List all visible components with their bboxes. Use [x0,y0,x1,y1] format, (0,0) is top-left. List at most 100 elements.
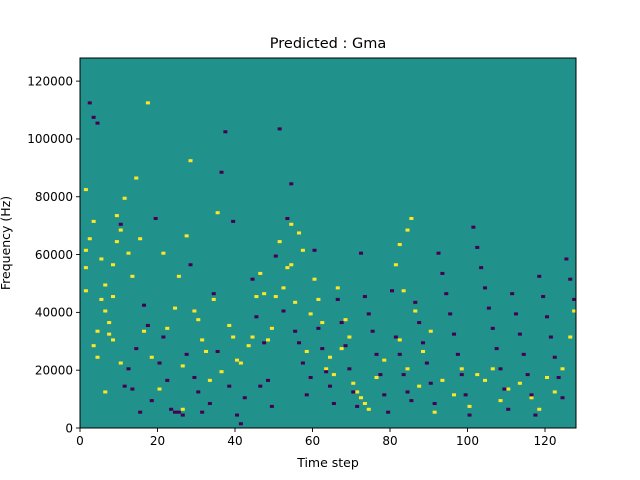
heatmap-cell-low [424,361,429,365]
heatmap-cell-high [99,257,104,261]
heatmap-cell-low [173,410,178,414]
heatmap-cell-high [200,338,205,342]
heatmap-cell-high [262,292,267,296]
heatmap-cell-low [180,413,185,417]
heatmap-cell-low [479,266,484,270]
heatmap-cell-low [165,378,170,382]
heatmap-cell-low [448,312,453,316]
heatmap-cell-low [289,182,294,186]
heatmap-cell-high [95,355,100,359]
heatmap-cell-low [467,413,472,417]
heatmap-cell-high [107,321,112,325]
heatmap-cell-low [335,297,340,301]
y-tick-label: 40000 [35,306,73,320]
x-tick-label: 20 [150,434,165,448]
heatmap-cell-high [103,309,108,313]
heatmap-cell-low [297,341,302,345]
heatmap-cell-low [328,384,333,388]
heatmap-cell-high [355,390,360,394]
heatmap-cell-low [510,292,515,296]
heatmap-cell-low [138,410,143,414]
heatmap-cell-high [103,390,108,394]
heatmap-cell-low [250,277,255,281]
y-tick-label: 100000 [27,132,73,146]
heatmap-cell-high [428,329,433,333]
heatmap-cell-high [293,300,298,304]
heatmap-cell-high [266,338,271,342]
heatmap-cell-high [111,263,116,267]
heatmap-cell-high [165,326,170,330]
heatmap-cell-low [401,373,406,377]
heatmap-cell-low [351,390,356,394]
heatmap-cell-low [359,251,364,255]
heatmap-cell-low [386,410,391,414]
heatmap-cell-low [362,295,367,299]
heatmap-cell-high [114,240,119,244]
heatmap-cell-high [204,349,209,353]
heatmap-cell-high [320,321,325,325]
heatmap-cell-high [111,338,116,342]
heatmap-cell-high [289,263,294,267]
heatmap-cell-low [331,401,336,406]
heatmap-cell-high [351,381,356,385]
heatmap-cell-high [87,237,92,241]
heatmap-cell-low [529,393,534,397]
heatmap-cell-low [486,306,491,310]
heatmap-cell-low [517,332,522,336]
heatmap-cell-low [506,407,511,411]
x-tick-label: 40 [227,434,242,448]
heatmap-cell-high [173,306,178,310]
heatmap-cell-low [436,251,441,255]
heatmap-cell-low [149,399,154,403]
heatmap-cell-low [339,321,344,325]
x-tick-label: 0 [76,434,84,448]
heatmap-cell-low [413,300,418,304]
heatmap-cell-low [293,329,298,333]
heatmap-cell-high [273,295,278,299]
heatmap-cell-low [95,121,100,125]
heatmap-cell-low [347,367,352,371]
heatmap-cell-high [459,367,464,371]
heatmap-cell-high [506,387,511,391]
heatmap-cell-high [324,367,329,371]
heatmap-cell-high [331,373,336,377]
heatmap-cell-low [343,344,348,348]
heatmap-cell-high [452,393,457,397]
heatmap-cell-high [188,159,193,163]
heatmap-cell-low [514,312,519,316]
heatmap-cell-high [180,364,185,368]
heatmap-cell-high [231,335,236,339]
y-tick-label: 80000 [35,190,73,204]
high-class-cells [83,101,577,414]
heatmap-cell-low [545,315,550,319]
heatmap-cell-high [498,399,503,403]
heatmap-cell-low [432,401,437,406]
heatmap-cell-low [262,341,267,345]
heatmap-cell-high [374,375,379,380]
heatmap-cell-high [246,344,251,348]
chart-title: Predicted : Gma [270,36,386,52]
heatmap-cell-low [421,341,426,345]
heatmap-cell-high [560,367,565,371]
heatmap-cell-high [118,228,123,232]
x-tick-label: 100 [456,434,479,448]
heatmap-cell-low [300,361,305,365]
heatmap-cell-low [269,404,274,408]
heatmap-cell-low [231,219,236,223]
heatmap-cell-low [320,347,325,351]
y-tick-label: 120000 [27,74,73,88]
heatmap-cell-low [525,373,530,377]
heatmap-cell-high [238,361,243,365]
heatmap-cell-low [157,361,162,365]
heatmap-cell-low [541,295,546,299]
heatmap-cell-high [114,214,119,218]
heatmap-cell-low [537,274,542,278]
heatmap-cell-low [521,352,526,356]
heatmap-cell-high [300,248,305,252]
heatmap-cell-low [374,352,379,356]
heatmap-cell-high [417,384,422,388]
heatmap-cell-low [564,257,569,261]
heatmap-cell-high [405,228,410,232]
heatmap-cell-high [359,396,364,400]
x-tick-label: 120 [534,434,557,448]
